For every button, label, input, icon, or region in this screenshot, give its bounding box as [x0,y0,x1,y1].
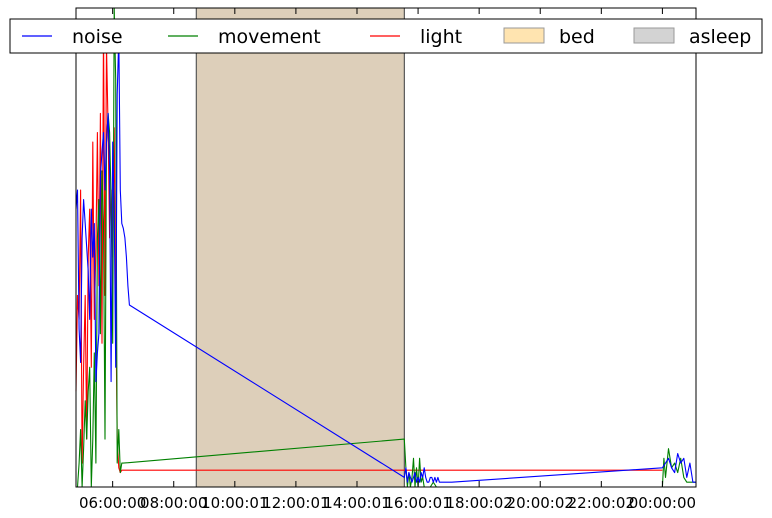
x-tick-label: 18:00:02 [445,494,512,512]
x-tick-label: 16:00:01 [384,494,451,512]
legend: noise movement light bed asleep [9,18,763,54]
legend-label-bed: bed [559,26,595,48]
spans-layer [195,7,405,488]
legend-label-noise: noise [72,26,123,48]
legend-swatch-bed [503,27,545,44]
span-asleep [195,7,405,488]
legend-swatch-asleep [633,27,675,44]
x-tick-label: 12:00:01 [262,494,329,512]
x-tick-label: 00:00:00 [629,494,696,512]
legend-label-asleep: asleep [689,26,751,48]
x-tick-label: 10:00:01 [201,494,268,512]
x-tick-label: 06:00:00 [79,494,146,512]
legend-label-light: light [420,26,462,48]
span-bed [195,7,405,488]
x-axis: 06:00:0008:00:0010:00:0112:00:0114:00:01… [79,8,696,512]
x-tick-label: 22:00:02 [568,494,635,512]
legend-label-movement: movement [218,26,321,48]
series-line-noise [75,36,696,483]
x-tick-label: 20:00:02 [507,494,574,512]
plot-frame [75,7,697,488]
x-tick-label: 14:00:01 [323,494,390,512]
x-tick-label: 08:00:00 [140,494,207,512]
